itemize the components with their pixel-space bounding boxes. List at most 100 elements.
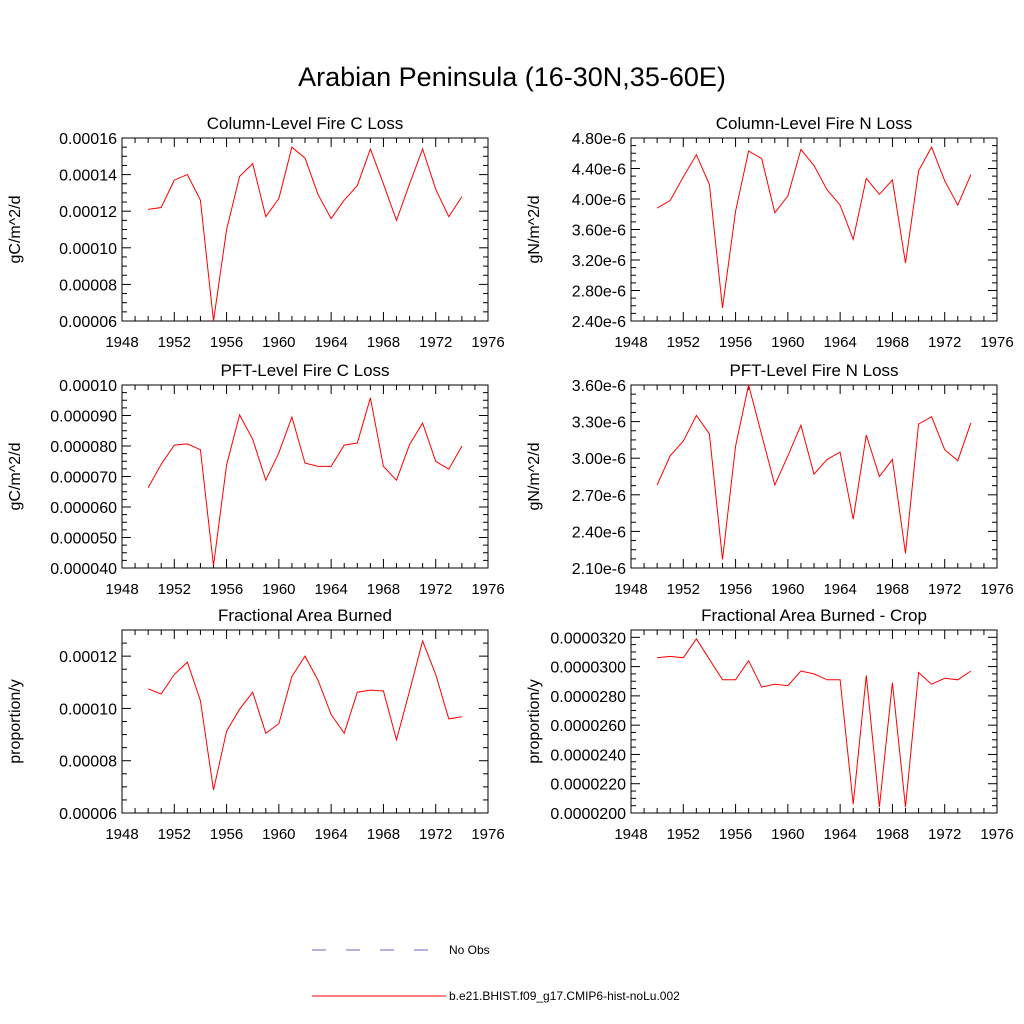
series-line: [147, 639, 462, 791]
x-tick-label: 1956: [719, 826, 752, 843]
y-tick-label: 0.000090: [50, 409, 117, 426]
x-tick-label: 1952: [667, 826, 700, 843]
y-tick-label: 2.40e-6: [572, 524, 626, 541]
y-tick-label: 2.40e-6: [572, 314, 626, 331]
x-tick-label: 1976: [471, 826, 504, 843]
x-tick-label: 1964: [823, 581, 856, 598]
y-tick-label: 0.00008: [59, 277, 117, 294]
x-tick-label: 1972: [419, 826, 452, 843]
y-tick-label: 3.20e-6: [572, 253, 626, 270]
x-tick-label: 1964: [314, 826, 347, 843]
series-line: [147, 397, 463, 566]
x-tick-label: 1964: [823, 826, 856, 843]
chart-pft-fire-n-loss: PFT-Level Fire N Loss 1948 1952 1956 1960 196…: [526, 361, 1014, 598]
x-tick-label: 1948: [614, 826, 647, 843]
panel-title: Fractional Area Burned: [218, 606, 392, 625]
y-axis-label: gC/m^2/d: [7, 196, 24, 264]
x-tick-label: 1960: [262, 826, 295, 843]
y-tick-label: 0.0000220: [550, 777, 626, 794]
x-tick-label: 1976: [980, 581, 1013, 598]
x-tick-label: 1968: [876, 334, 909, 351]
x-tick-label: 1956: [210, 581, 243, 598]
x-tick-label: 1960: [262, 581, 295, 598]
y-tick-label: 4.00e-6: [572, 192, 626, 209]
x-tick-label: 1972: [419, 334, 452, 351]
x-tick-label: 1968: [876, 826, 909, 843]
x-tick-label: 1964: [314, 581, 347, 598]
x-tick-label: 1952: [158, 826, 191, 843]
y-tick-label: 2.10e-6: [572, 561, 626, 578]
y-tick-label: 0.00010: [59, 701, 117, 718]
chart-fractional-area-burned: Fractional Area Burned 1948 1952 1956 1960 19…: [7, 606, 505, 843]
series-line: [656, 384, 972, 560]
figure-title: Arabian Peninsula (16-30N,35-60E): [298, 62, 726, 92]
x-tick-label: 1964: [823, 334, 856, 351]
legend-no-obs-label: No Obs: [449, 943, 490, 957]
x-tick-label: 1972: [419, 581, 452, 598]
y-tick-label: 0.00016: [59, 131, 117, 148]
y-tick-label: 0.000070: [50, 470, 117, 487]
y-tick-label: 0.0000260: [550, 718, 626, 735]
plot-frame: [630, 629, 998, 814]
y-axis-label: gN/m^2/d: [526, 443, 543, 511]
x-tick-label: 1972: [928, 334, 961, 351]
y-tick-label: 3.60e-6: [572, 223, 626, 240]
series-line: [657, 637, 972, 808]
x-tick-label: 1956: [210, 826, 243, 843]
legend-model-run-label: b.e21.BHIST.f09_g17.CMIP6-hist-noLu.002: [449, 989, 680, 1003]
series-line: [656, 145, 972, 309]
y-tick-label: 2.80e-6: [572, 284, 626, 301]
x-tick-label: 1976: [980, 826, 1013, 843]
y-tick-label: 3.30e-6: [572, 415, 626, 432]
y-tick-label: 0.00012: [59, 204, 117, 221]
y-tick-label: 0.0000280: [550, 689, 626, 706]
y-axis-label: proportion/y: [7, 679, 24, 764]
y-tick-label: 0.0000320: [550, 630, 626, 647]
x-tick-label: 1960: [262, 334, 295, 351]
plot-frame: [121, 629, 489, 814]
chart-column-fire-n-loss: Column-Level Fire N Loss 1948 1952 1956 1960…: [526, 114, 1014, 351]
x-tick-label: 1968: [367, 334, 400, 351]
y-tick-label: 4.40e-6: [572, 162, 626, 179]
series-line: [148, 146, 463, 322]
y-axis-label: gN/m^2/d: [526, 196, 543, 264]
panel-title: Column-Level Fire N Loss: [716, 114, 913, 133]
x-tick-label: 1976: [980, 334, 1013, 351]
y-tick-label: 2.70e-6: [572, 488, 626, 505]
x-tick-label: 1952: [158, 334, 191, 351]
chart-fractional-area-burned-crop: Fractional Area Burned - Crop 1948 1952 195…: [526, 606, 1014, 843]
y-tick-label: 0.000050: [50, 531, 117, 548]
y-tick-label: 4.80e-6: [572, 131, 626, 148]
y-tick-label: 0.000080: [50, 439, 117, 456]
y-tick-label: 0.00006: [59, 314, 117, 331]
legend-model-run: b.e21.BHIST.f09_g17.CMIP6-hist-noLu.002: [312, 989, 680, 1003]
y-tick-label: 0.0000240: [550, 747, 626, 764]
x-tick-label: 1952: [158, 581, 191, 598]
y-axis-label: proportion/y: [526, 679, 543, 764]
x-tick-label: 1952: [667, 581, 700, 598]
x-tick-label: 1960: [771, 581, 804, 598]
plot-frame: [121, 137, 489, 322]
y-tick-label: 0.00010: [59, 241, 117, 258]
y-tick-label: 0.0000200: [550, 806, 626, 823]
y-tick-label: 0.0000300: [550, 660, 626, 677]
x-tick-label: 1972: [928, 581, 961, 598]
x-tick-label: 1948: [105, 581, 138, 598]
plot-frame: [630, 384, 998, 569]
panel-title: Fractional Area Burned - Crop: [701, 606, 927, 625]
y-tick-label: 0.000040: [50, 561, 117, 578]
x-tick-label: 1956: [719, 581, 752, 598]
x-tick-label: 1968: [367, 581, 400, 598]
y-tick-label: 3.60e-6: [572, 378, 626, 395]
panel-title: PFT-Level Fire N Loss: [729, 361, 898, 380]
chart-column-fire-c-loss: Column-Level Fire C Loss 1948 1952 1956 1960…: [7, 114, 505, 351]
panel-title: PFT-Level Fire C Loss: [220, 361, 389, 380]
y-tick-label: 0.00010: [59, 378, 117, 395]
x-tick-label: 1960: [771, 334, 804, 351]
chart-pft-fire-c-loss: PFT-Level Fire C Loss 1948 1952 1956 1960 196…: [7, 361, 505, 598]
x-tick-label: 1960: [771, 826, 804, 843]
x-tick-label: 1976: [471, 581, 504, 598]
x-tick-label: 1968: [876, 581, 909, 598]
x-tick-label: 1948: [614, 581, 647, 598]
y-tick-label: 3.00e-6: [572, 451, 626, 468]
